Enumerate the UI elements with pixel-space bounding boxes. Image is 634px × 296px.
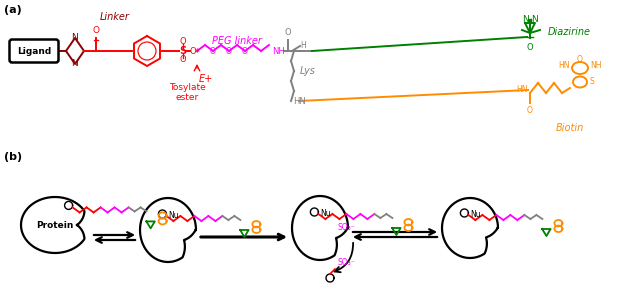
- Text: O: O: [242, 46, 248, 56]
- Text: O: O: [527, 106, 533, 115]
- Text: Biotin: Biotin: [556, 123, 584, 133]
- Text: O: O: [179, 56, 186, 65]
- Text: O: O: [210, 46, 216, 56]
- Text: (a): (a): [4, 5, 22, 15]
- Text: O: O: [190, 46, 197, 56]
- Text: O: O: [577, 56, 583, 65]
- Text: Nu: Nu: [169, 211, 179, 220]
- Text: HN: HN: [517, 86, 528, 94]
- Polygon shape: [158, 210, 166, 218]
- Text: PEG linker: PEG linker: [212, 36, 262, 46]
- Text: N: N: [522, 15, 529, 23]
- Text: Linker: Linker: [100, 12, 130, 22]
- Text: Protein: Protein: [36, 221, 74, 229]
- Polygon shape: [460, 209, 469, 217]
- Text: SO₃⁻: SO₃⁻: [337, 258, 355, 267]
- Text: Tosylate
ester: Tosylate ester: [169, 83, 205, 102]
- Text: O: O: [179, 38, 186, 46]
- Text: N: N: [72, 33, 79, 43]
- Text: HN: HN: [559, 60, 570, 70]
- Text: Nu: Nu: [320, 209, 331, 218]
- Polygon shape: [326, 274, 334, 282]
- Text: SO₃⁻: SO₃⁻: [337, 223, 355, 231]
- Polygon shape: [21, 197, 84, 253]
- Text: Diazirine: Diazirine: [548, 27, 591, 37]
- Text: NH: NH: [590, 60, 602, 70]
- Text: O: O: [226, 46, 232, 56]
- Text: N: N: [72, 59, 79, 68]
- Text: Nu: Nu: [470, 210, 481, 219]
- Text: O: O: [527, 43, 533, 52]
- Polygon shape: [292, 196, 348, 260]
- Polygon shape: [140, 198, 196, 262]
- Text: Lys: Lys: [300, 66, 316, 76]
- Text: S: S: [179, 46, 186, 56]
- Polygon shape: [442, 198, 498, 258]
- Text: S: S: [590, 78, 595, 86]
- Text: Ligand: Ligand: [17, 46, 51, 56]
- Text: HN: HN: [293, 96, 306, 105]
- FancyBboxPatch shape: [10, 39, 58, 62]
- Polygon shape: [311, 208, 318, 216]
- Polygon shape: [65, 201, 73, 209]
- Text: N: N: [531, 15, 538, 23]
- Text: O: O: [285, 28, 291, 37]
- Text: (b): (b): [4, 152, 22, 162]
- Text: *: *: [195, 48, 199, 58]
- Text: E+: E+: [199, 74, 213, 84]
- Text: NH: NH: [272, 46, 285, 56]
- Text: H: H: [300, 41, 306, 51]
- Text: O: O: [93, 26, 100, 35]
